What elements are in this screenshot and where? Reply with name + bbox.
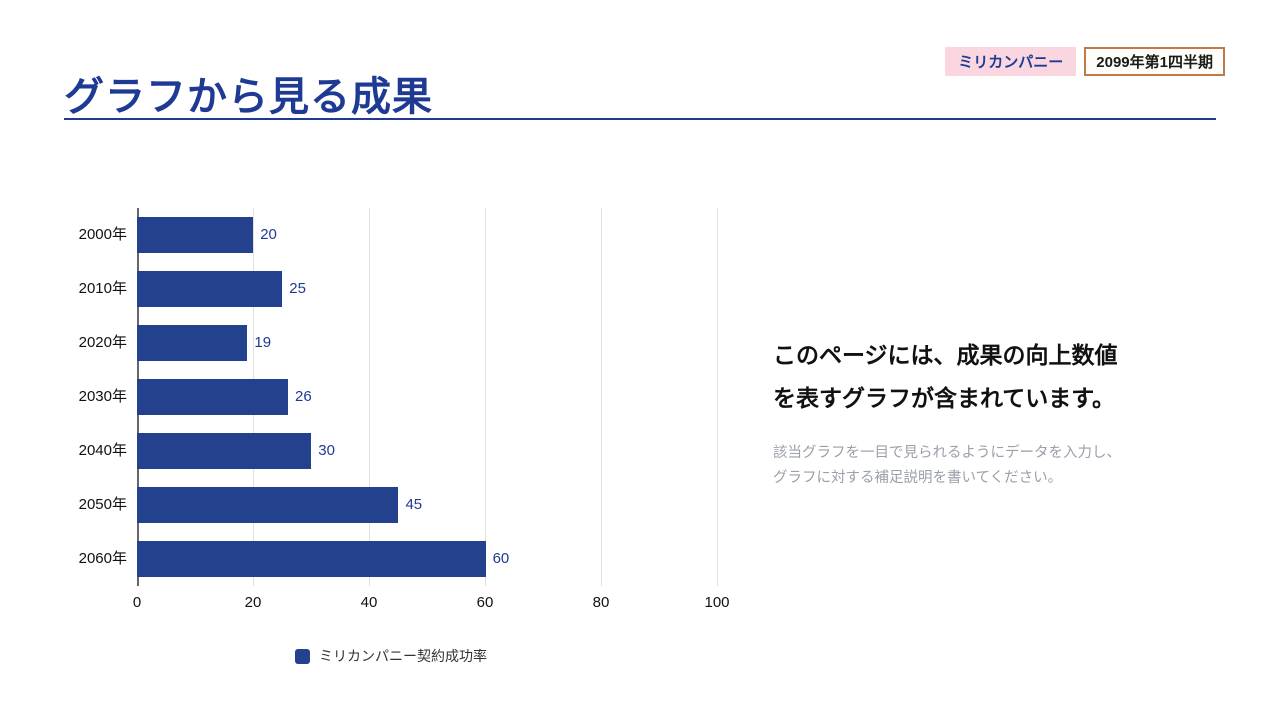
bar-chart: 2000年 20 2010年 25 2020年 19 2030年 26 2040年 30 2050年…	[64, 208, 730, 666]
bar-track: 60	[137, 532, 718, 586]
gridline	[369, 208, 370, 586]
bar-value-label: 45	[405, 496, 423, 513]
description-body-line1: 該当グラフを一目で見られるようにデータを入力し、	[773, 445, 1121, 462]
chart-row: 2030年 26	[64, 370, 718, 424]
gridline	[717, 208, 718, 586]
bar-track: 45	[137, 478, 718, 532]
description-heading: このページには、成果の向上数値 を表すグラフが含まれています。	[773, 334, 1238, 419]
bar-value-label: 30	[318, 442, 335, 459]
chart-row: 2040年 30	[64, 424, 718, 478]
chart-row: 2060年 60	[64, 532, 718, 586]
title-divider-line	[64, 118, 1216, 120]
x-tick-label: 0	[132, 594, 142, 611]
description-heading-line1: このページには、成果の向上数値	[773, 342, 1118, 368]
x-tick-label: 60	[476, 594, 494, 611]
bar-track: 26	[137, 370, 718, 424]
gridline	[601, 208, 602, 586]
chart-row: 2010年 25	[64, 262, 718, 316]
bar-value-label: 25	[289, 280, 306, 297]
bar-track: 19	[137, 316, 718, 370]
category-label: 2040年	[78, 442, 127, 459]
description-body: 該当グラフを一目で見られるようにデータを入力し、 グラフに対する補足説明を書いて…	[773, 441, 1238, 492]
period-badge: 2099年第1四半期	[1084, 47, 1225, 76]
bar-track: 30	[137, 424, 718, 478]
bar	[137, 379, 289, 415]
bar-value-label: 20	[260, 226, 277, 243]
header-badges: ミリカンパニー 2099年第1四半期	[945, 47, 1225, 76]
x-tick-label: 100	[704, 594, 730, 611]
bar-value-label: 26	[295, 388, 312, 405]
company-badge: ミリカンパニー	[945, 47, 1077, 76]
bar	[137, 487, 399, 523]
chart-plot-area: 2000年 20 2010年 25 2020年 19 2030年 26 2040年 30 2050年…	[64, 208, 718, 586]
description-body-line2: グラフに対する補足説明を書いてください。	[773, 470, 1063, 487]
bar-value-label: 19	[254, 334, 272, 351]
category-label: 2030年	[78, 388, 127, 405]
bar	[137, 217, 254, 253]
x-tick-label: 40	[360, 594, 378, 611]
x-tick-label: 20	[244, 594, 262, 611]
category-label: 2010年	[78, 280, 127, 297]
chart-row: 2020年 19	[64, 316, 718, 370]
x-tick-label: 80	[592, 594, 610, 611]
chart-legend: ミリカンパニー契約成功率	[64, 646, 718, 666]
legend-label: ミリカンパニー契約成功率	[319, 648, 487, 664]
bar-track: 25	[137, 262, 718, 316]
x-axis: 0 20 40 60 80 100	[64, 588, 730, 616]
chart-rows: 2000年 20 2010年 25 2020年 19 2030年 26 2040年 30 2050年…	[64, 208, 718, 586]
bar	[137, 541, 486, 577]
category-label: 2000年	[78, 226, 127, 243]
description-block: このページには、成果の向上数値 を表すグラフが含まれています。 該当グラフを一目…	[773, 334, 1238, 492]
bar-value-label: 60	[492, 550, 510, 567]
bar	[137, 433, 312, 469]
chart-row: 2000年 20	[64, 208, 718, 262]
description-heading-line2: を表すグラフが含まれています。	[773, 384, 1116, 411]
page-title: グラフから見る成果	[64, 75, 433, 119]
category-label: 2020年	[78, 334, 127, 351]
bar	[137, 271, 283, 307]
chart-row: 2050年 45	[64, 478, 718, 532]
bar-track: 20	[137, 208, 718, 262]
gridline	[485, 208, 486, 586]
category-label: 2060年	[78, 550, 127, 567]
bar	[137, 325, 248, 361]
legend-swatch-icon	[295, 648, 310, 664]
category-label: 2050年	[78, 496, 127, 513]
